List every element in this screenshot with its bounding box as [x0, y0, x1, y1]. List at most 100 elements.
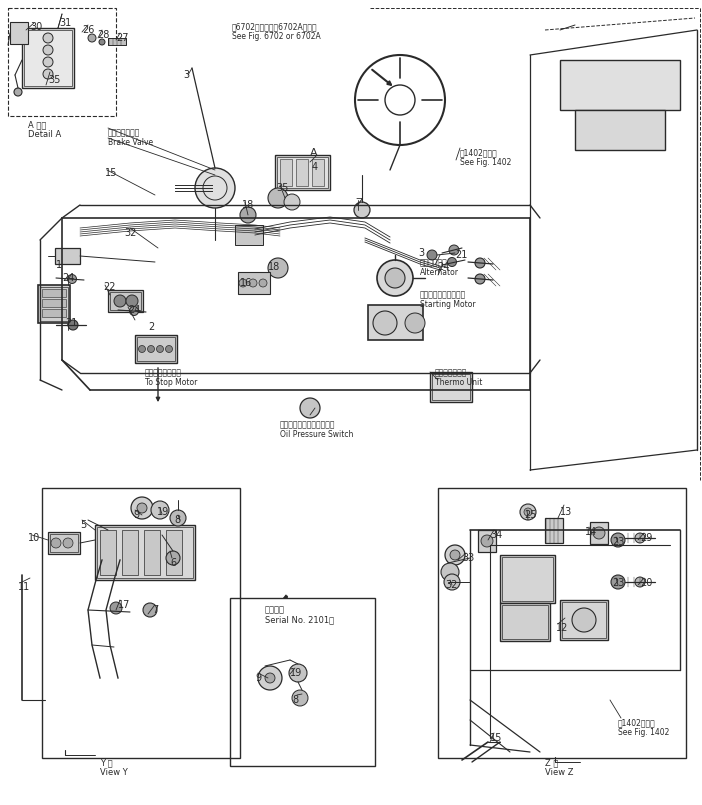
- Bar: [560, 60, 680, 110]
- Bar: [296, 159, 308, 186]
- Text: 26: 26: [82, 25, 94, 35]
- Text: 24: 24: [128, 305, 140, 315]
- Circle shape: [475, 258, 485, 268]
- Text: 20: 20: [640, 578, 652, 588]
- Text: 4: 4: [312, 162, 318, 172]
- Bar: [135, 335, 177, 363]
- Text: スターティングモータ: スターティングモータ: [420, 290, 466, 299]
- Bar: [22, 28, 74, 88]
- Text: 13: 13: [560, 507, 572, 517]
- Circle shape: [524, 508, 532, 516]
- Text: 7: 7: [152, 605, 158, 615]
- Text: Z: Z: [355, 198, 363, 208]
- Text: オルタネータ: オルタネータ: [420, 258, 448, 267]
- Text: See Fig. 1402: See Fig. 1402: [460, 158, 511, 167]
- Text: To Stop Motor: To Stop Motor: [145, 378, 197, 387]
- Circle shape: [284, 194, 300, 210]
- Bar: [42, 309, 66, 317]
- Bar: [430, 372, 472, 402]
- Text: オイルプレッシャスイッチ: オイルプレッシャスイッチ: [280, 420, 336, 429]
- Circle shape: [110, 602, 122, 614]
- Text: 32: 32: [124, 228, 136, 238]
- Bar: [50, 534, 78, 552]
- Circle shape: [377, 260, 413, 296]
- Bar: [438, 488, 686, 758]
- Bar: [108, 38, 126, 45]
- Circle shape: [444, 574, 460, 590]
- Text: 19: 19: [290, 668, 303, 678]
- Bar: [312, 159, 324, 186]
- Text: 11: 11: [18, 582, 30, 592]
- Circle shape: [63, 538, 73, 548]
- Text: 5: 5: [80, 520, 86, 530]
- Circle shape: [14, 88, 22, 96]
- Bar: [575, 110, 665, 150]
- Circle shape: [635, 577, 645, 587]
- Circle shape: [259, 279, 267, 287]
- Text: 9: 9: [255, 673, 261, 683]
- Text: 23: 23: [612, 578, 624, 588]
- Bar: [100, 530, 116, 575]
- Bar: [42, 289, 66, 297]
- Circle shape: [143, 603, 157, 617]
- Text: View Y: View Y: [100, 768, 128, 777]
- Circle shape: [450, 550, 460, 560]
- Bar: [122, 530, 138, 575]
- Circle shape: [268, 258, 288, 278]
- Text: 15: 15: [490, 733, 503, 743]
- Circle shape: [240, 207, 256, 223]
- Circle shape: [68, 320, 78, 330]
- Text: 34: 34: [490, 530, 502, 540]
- Text: 29: 29: [640, 533, 652, 543]
- Text: 23: 23: [612, 537, 624, 547]
- Bar: [478, 530, 496, 552]
- Bar: [502, 557, 553, 601]
- Text: Starting Motor: Starting Motor: [420, 300, 476, 309]
- Circle shape: [239, 279, 247, 287]
- Circle shape: [157, 345, 164, 353]
- Text: 第1402図参照: 第1402図参照: [618, 718, 656, 727]
- Text: 25: 25: [524, 510, 536, 520]
- Circle shape: [447, 258, 456, 266]
- Bar: [235, 225, 263, 245]
- Circle shape: [43, 33, 53, 43]
- Text: 18: 18: [242, 200, 254, 210]
- Bar: [10, 22, 28, 44]
- Circle shape: [67, 275, 77, 283]
- Text: 21: 21: [455, 250, 468, 260]
- Text: 35: 35: [276, 183, 289, 193]
- Text: サーモユニット: サーモユニット: [435, 368, 468, 377]
- Circle shape: [138, 345, 145, 353]
- Text: 30: 30: [30, 22, 42, 32]
- Bar: [277, 157, 328, 188]
- Bar: [108, 290, 143, 312]
- Bar: [590, 522, 608, 544]
- Text: 31: 31: [59, 18, 71, 28]
- Text: 14: 14: [585, 527, 597, 537]
- Text: 8: 8: [174, 515, 180, 525]
- Text: Thermo Unit: Thermo Unit: [435, 378, 482, 387]
- Circle shape: [373, 311, 397, 335]
- Text: A 詳細: A 詳細: [28, 120, 46, 129]
- Bar: [502, 605, 548, 639]
- Text: 第1402図参照: 第1402図参照: [460, 148, 498, 157]
- Bar: [38, 285, 70, 323]
- Text: 2: 2: [148, 322, 154, 332]
- Text: 6: 6: [170, 558, 176, 568]
- Text: 10: 10: [28, 533, 40, 543]
- Text: 32: 32: [445, 580, 458, 590]
- Text: Z 視: Z 視: [545, 758, 558, 767]
- Text: View Z: View Z: [545, 768, 574, 777]
- Text: 第6702図または第6702A図参照: 第6702図または第6702A図参照: [232, 22, 317, 31]
- Circle shape: [268, 188, 288, 208]
- Text: 28: 28: [97, 30, 110, 40]
- Circle shape: [43, 57, 53, 67]
- Circle shape: [385, 268, 405, 288]
- Circle shape: [114, 295, 126, 307]
- Bar: [238, 272, 270, 294]
- Text: 3: 3: [183, 70, 189, 80]
- Text: Detail A: Detail A: [28, 130, 61, 139]
- Circle shape: [131, 497, 153, 519]
- Circle shape: [166, 551, 180, 565]
- Bar: [95, 525, 195, 580]
